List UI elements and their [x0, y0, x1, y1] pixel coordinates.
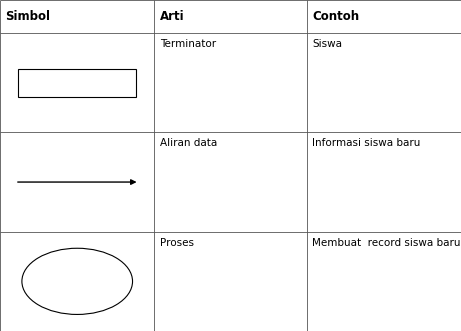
- Text: Proses: Proses: [160, 238, 194, 248]
- Text: Siswa: Siswa: [312, 39, 342, 49]
- Text: Arti: Arti: [160, 10, 184, 23]
- Text: Terminator: Terminator: [160, 39, 216, 49]
- Text: Contoh: Contoh: [312, 10, 359, 23]
- Text: Simbol: Simbol: [6, 10, 51, 23]
- Text: Informasi siswa baru: Informasi siswa baru: [312, 138, 420, 148]
- Ellipse shape: [22, 248, 133, 314]
- Bar: [18, 69, 136, 97]
- Text: Aliran data: Aliran data: [160, 138, 217, 148]
- Text: Membuat  record siswa baru: Membuat record siswa baru: [312, 238, 461, 248]
